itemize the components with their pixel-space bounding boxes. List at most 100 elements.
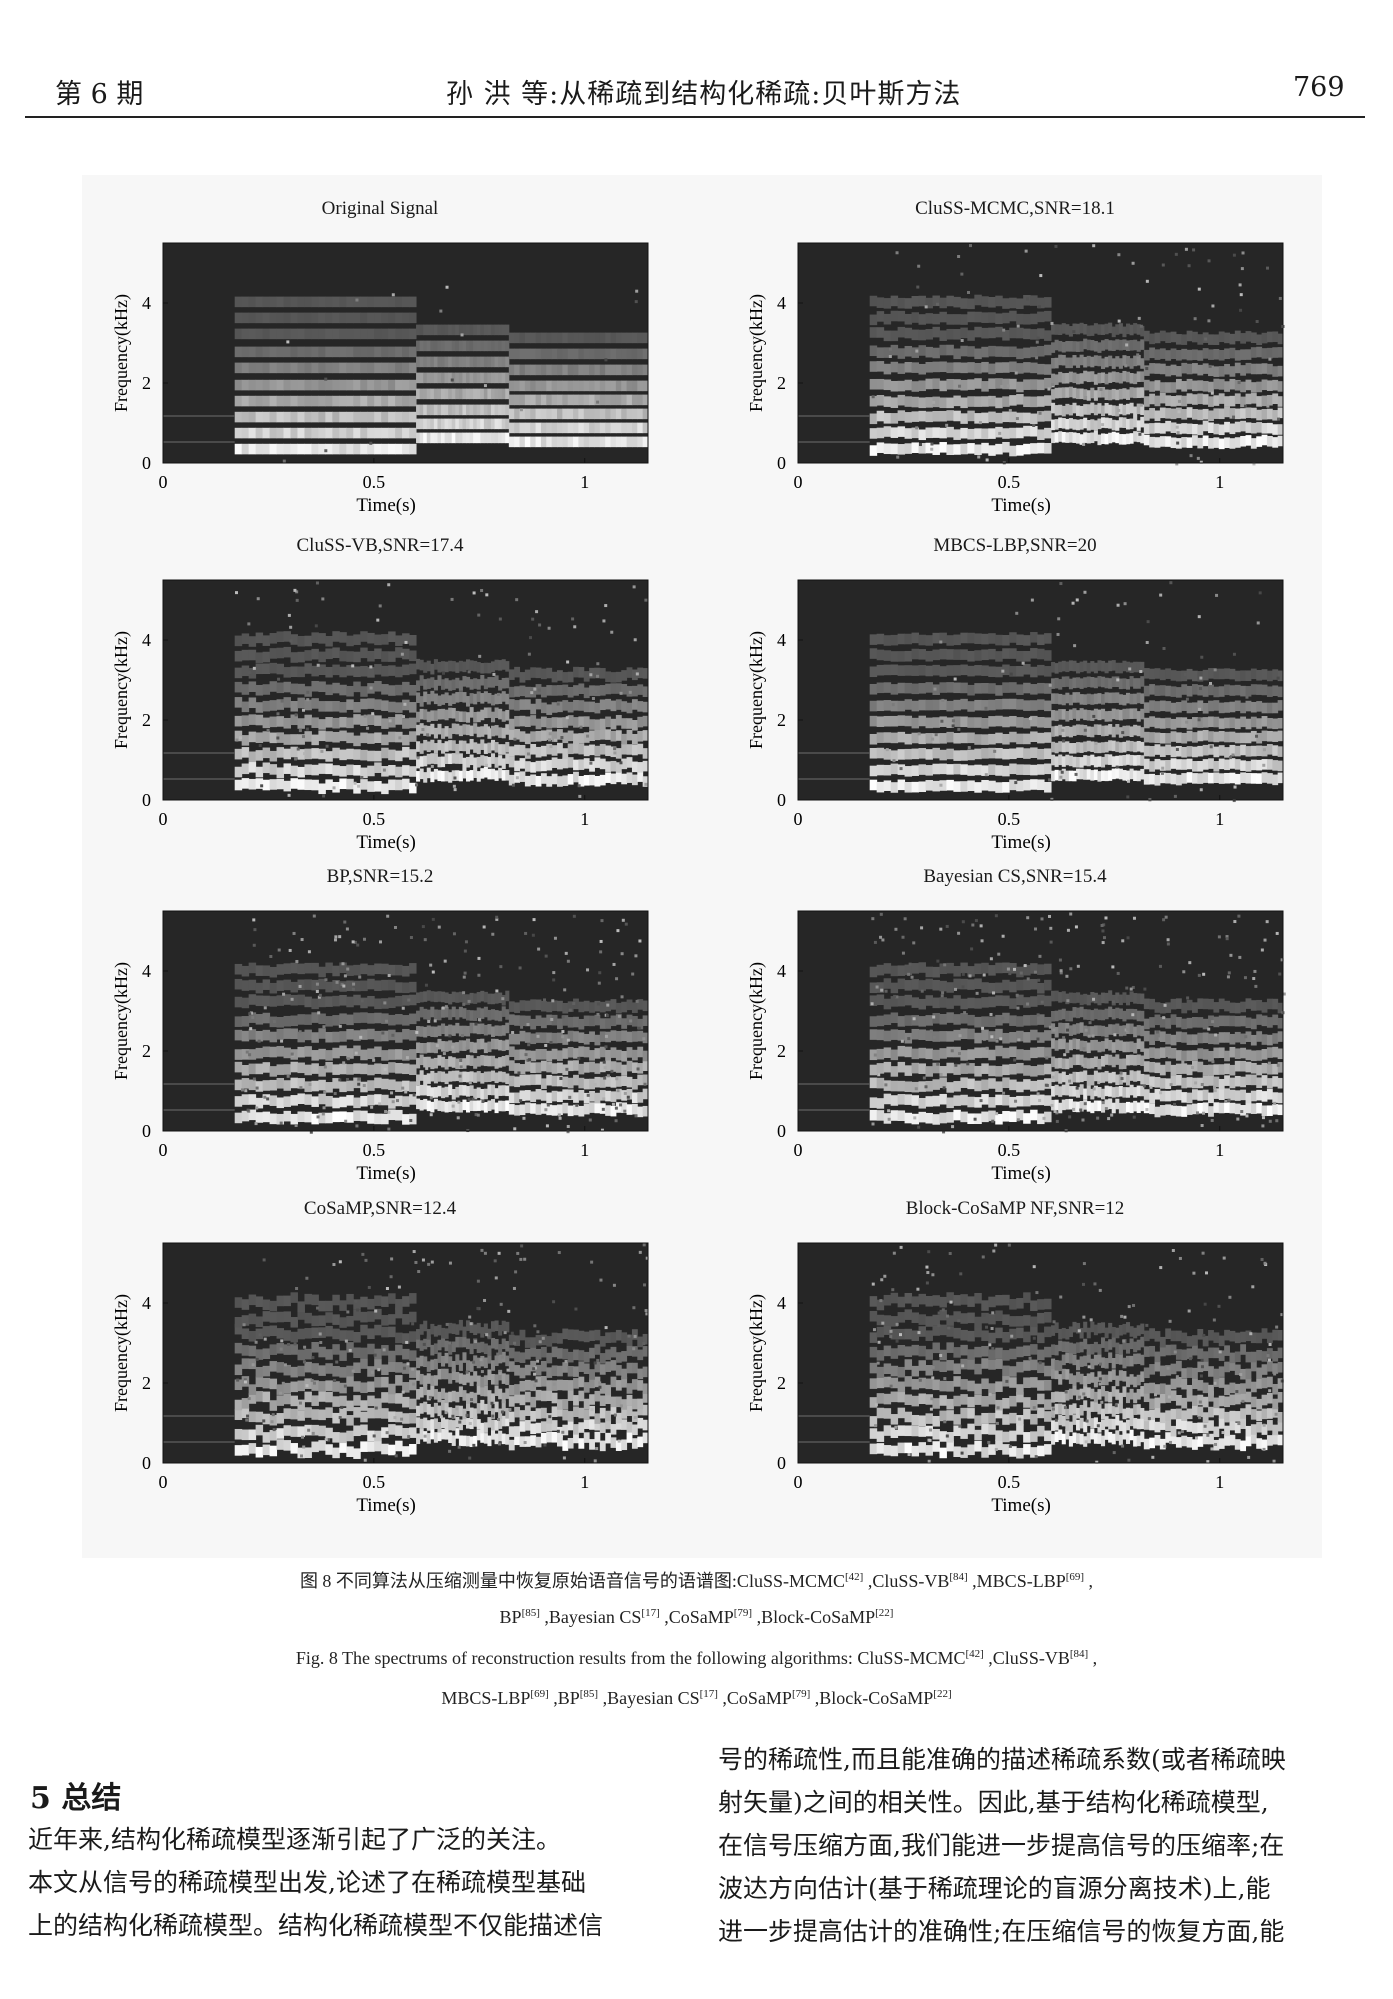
spectrogram-bands xyxy=(163,914,649,1134)
x-tick-label: 0.5 xyxy=(363,472,386,492)
y-tick-label: 4 xyxy=(777,1293,786,1313)
panel-title: Bayesian CS,SNR=15.4 xyxy=(923,866,1107,887)
y-tick-label: 2 xyxy=(777,373,786,393)
x-tick-label: 1 xyxy=(580,472,589,492)
text-line: 号的稀疏性,而且能准确的描述稀疏系数(或者稀疏映 xyxy=(718,1745,1286,1774)
text-line: 本文从信号的稀疏模型出发,论述了在稀疏模型基础 xyxy=(28,1868,586,1897)
spectrogram-bands xyxy=(163,1243,649,1463)
x-tick-label: 1 xyxy=(1215,809,1224,829)
x-tick-label: 0.5 xyxy=(363,809,386,829)
spectrogram-plot: 0 0.5 1 0 2 4 Time(s) Frequency(kHz) xyxy=(746,242,1285,516)
x-axis-label: Time(s) xyxy=(991,1163,1050,1184)
spectrogram-bands xyxy=(798,1243,1284,1464)
x-tick-label: 0.5 xyxy=(998,809,1021,829)
x-tick-label: 0 xyxy=(159,1472,168,1492)
spectrogram-panel: CluSS-VB,SNR=17.4 0 0.5 1 0 2 4 Time(s) Frequenc… xyxy=(100,535,660,865)
caption-en-line-2: MBCS-LBP[69] ,BP[85] ,Bayesian CS[17] ,C… xyxy=(441,1688,952,1708)
y-tick-label: 2 xyxy=(777,710,786,730)
spectrogram-plot: 0 0.5 1 0 2 4 Time(s) Frequency(kHz) xyxy=(746,579,1284,853)
spectrogram-panel: CoSaMP,SNR=12.4 0 0.5 1 0 2 4 Time(s) Frequency(… xyxy=(100,1198,660,1528)
spectrogram-bands xyxy=(798,912,1286,1134)
y-tick-label: 0 xyxy=(142,1453,151,1473)
text-line: 射矢量)之间的相关性。因此,基于结构化稀疏模型, xyxy=(718,1788,1269,1817)
body-text-right: 号的稀疏性,而且能准确的描述稀疏系数(或者稀疏映 射矢量)之间的相关性。因此,基于… xyxy=(718,1738,1368,1953)
x-tick-label: 1 xyxy=(1215,1472,1224,1492)
y-tick-label: 0 xyxy=(142,790,151,810)
x-tick-label: 0.5 xyxy=(998,1472,1021,1492)
spectrogram-panel: MBCS-LBP,SNR=20 0 0.5 1 0 2 4 Time(s) Frequency(… xyxy=(735,535,1295,865)
x-tick-label: 1 xyxy=(1215,1140,1224,1160)
spectrogram-plot: 0 0.5 1 0 2 4 Time(s) Frequency(kHz) xyxy=(111,1242,649,1516)
x-axis-label: Time(s) xyxy=(991,832,1050,853)
panel-title: Block-CoSaMP NF,SNR=12 xyxy=(905,1198,1125,1219)
x-tick-label: 0 xyxy=(159,1140,168,1160)
spectrogram-panel: BP,SNR=15.2 0 0.5 1 0 2 4 Time(s) Frequency(kHz) xyxy=(100,866,660,1196)
y-tick-label: 2 xyxy=(777,1041,786,1061)
text-line: 近年来,结构化稀疏模型逐渐引起了广泛的关注。 xyxy=(28,1825,561,1854)
x-tick-label: 1 xyxy=(580,1472,589,1492)
y-tick-label: 2 xyxy=(142,1041,151,1061)
caption-cn-line-1: 图 8 不同算法从压缩测量中恢复原始语音信号的语谱图:CluSS-MCMC[42… xyxy=(299,1571,1094,1591)
running-header: 第 6 期 孙 洪 等:从稀疏到结构化稀疏:贝叶斯方法 769 xyxy=(0,0,1393,118)
y-tick-label: 2 xyxy=(142,1373,151,1393)
text-line: 上的结构化稀疏模型。结构化稀疏模型不仅能描述信 xyxy=(28,1911,604,1940)
spectrogram-plot: 0 0.5 1 0 2 4 Time(s) Frequency(kHz) xyxy=(746,1242,1284,1516)
caption-cn-line-2: BP[85] ,Bayesian CS[17] ,CoSaMP[79] ,Blo… xyxy=(499,1607,894,1627)
y-tick-label: 0 xyxy=(142,453,151,473)
y-tick-label: 4 xyxy=(142,293,151,313)
x-tick-label: 1 xyxy=(1215,472,1224,492)
panel-title: CoSaMP,SNR=12.4 xyxy=(303,1198,457,1219)
x-axis-label: Time(s) xyxy=(991,495,1050,516)
running-title: 孙 洪 等:从稀疏到结构化稀疏:贝叶斯方法 xyxy=(446,79,962,110)
y-axis-label: Frequency(kHz) xyxy=(111,631,132,749)
y-tick-label: 4 xyxy=(142,630,151,650)
y-tick-label: 0 xyxy=(777,453,786,473)
x-tick-label: 0 xyxy=(794,809,803,829)
spectrogram-panel: Original Signal 0 0.5 1 0 2 4 Time(s) Frequency(… xyxy=(100,198,660,528)
spectrogram-panel: Block-CoSaMP NF,SNR=12 0 0.5 1 0 2 4 Time(s) Fre… xyxy=(735,1198,1295,1528)
x-tick-label: 0.5 xyxy=(998,1140,1021,1160)
x-axis-label: Time(s) xyxy=(356,495,415,516)
panel-title: BP,SNR=15.2 xyxy=(326,866,434,887)
y-tick-label: 2 xyxy=(777,1373,786,1393)
x-axis-label: Time(s) xyxy=(356,1163,415,1184)
spectrogram-bands xyxy=(798,244,1285,466)
caption-en-line-1: Fig. 8 The spectrums of reconstruction r… xyxy=(295,1648,1098,1668)
text-line: 进一步提高估计的准确性;在压缩信号的恢复方面,能 xyxy=(718,1917,1285,1946)
text-line: 波达方向估计(基于稀疏理论的盲源分离技术)上,能 xyxy=(718,1874,1271,1903)
y-axis-label: Frequency(kHz) xyxy=(746,294,767,412)
y-tick-label: 2 xyxy=(142,710,151,730)
page-number: 769 xyxy=(1293,72,1345,103)
spectrogram-plot: 0 0.5 1 0 2 4 Time(s) Frequency(kHz) xyxy=(111,910,649,1184)
x-axis-label: Time(s) xyxy=(356,832,415,853)
issue-number: 第 6 期 xyxy=(55,79,144,110)
spectrogram-panel: Bayesian CS,SNR=15.4 0 0.5 1 0 2 4 Time(s) Frequ… xyxy=(735,866,1295,1196)
y-tick-label: 4 xyxy=(777,630,786,650)
header-rule xyxy=(25,116,1365,118)
y-tick-label: 4 xyxy=(777,293,786,313)
y-axis-label: Frequency(kHz) xyxy=(746,631,767,749)
panel-title: CluSS-MCMC,SNR=18.1 xyxy=(915,198,1115,219)
y-tick-label: 2 xyxy=(142,373,151,393)
x-axis-label: Time(s) xyxy=(356,1495,415,1516)
y-axis-label: Frequency(kHz) xyxy=(746,962,767,1080)
x-tick-label: 0.5 xyxy=(363,1472,386,1492)
spectrogram-bands xyxy=(163,581,649,798)
spectrogram-plot: 0 0.5 1 0 2 4 Time(s) Frequency(kHz) xyxy=(111,242,649,516)
section-heading: 5 总结 xyxy=(30,1781,122,1816)
x-tick-label: 0.5 xyxy=(998,472,1021,492)
panel-title: CluSS-VB,SNR=17.4 xyxy=(296,535,464,556)
x-tick-label: 0 xyxy=(159,472,168,492)
spectrogram-bands xyxy=(163,285,649,463)
spectrogram-panel: CluSS-MCMC,SNR=18.1 0 0.5 1 0 2 4 Time(s) Freque… xyxy=(735,198,1295,528)
y-tick-label: 0 xyxy=(777,1121,786,1141)
x-tick-label: 1 xyxy=(580,809,589,829)
x-tick-label: 0 xyxy=(794,472,803,492)
panel-title: MBCS-LBP,SNR=20 xyxy=(933,535,1097,556)
spectrogram-bands xyxy=(798,581,1284,803)
x-tick-label: 1 xyxy=(580,1140,589,1160)
y-tick-label: 0 xyxy=(142,1121,151,1141)
panel-title: Original Signal xyxy=(321,198,439,219)
spectrogram-plot: 0 0.5 1 0 2 4 Time(s) Frequency(kHz) xyxy=(746,910,1286,1184)
y-tick-label: 4 xyxy=(142,1293,151,1313)
